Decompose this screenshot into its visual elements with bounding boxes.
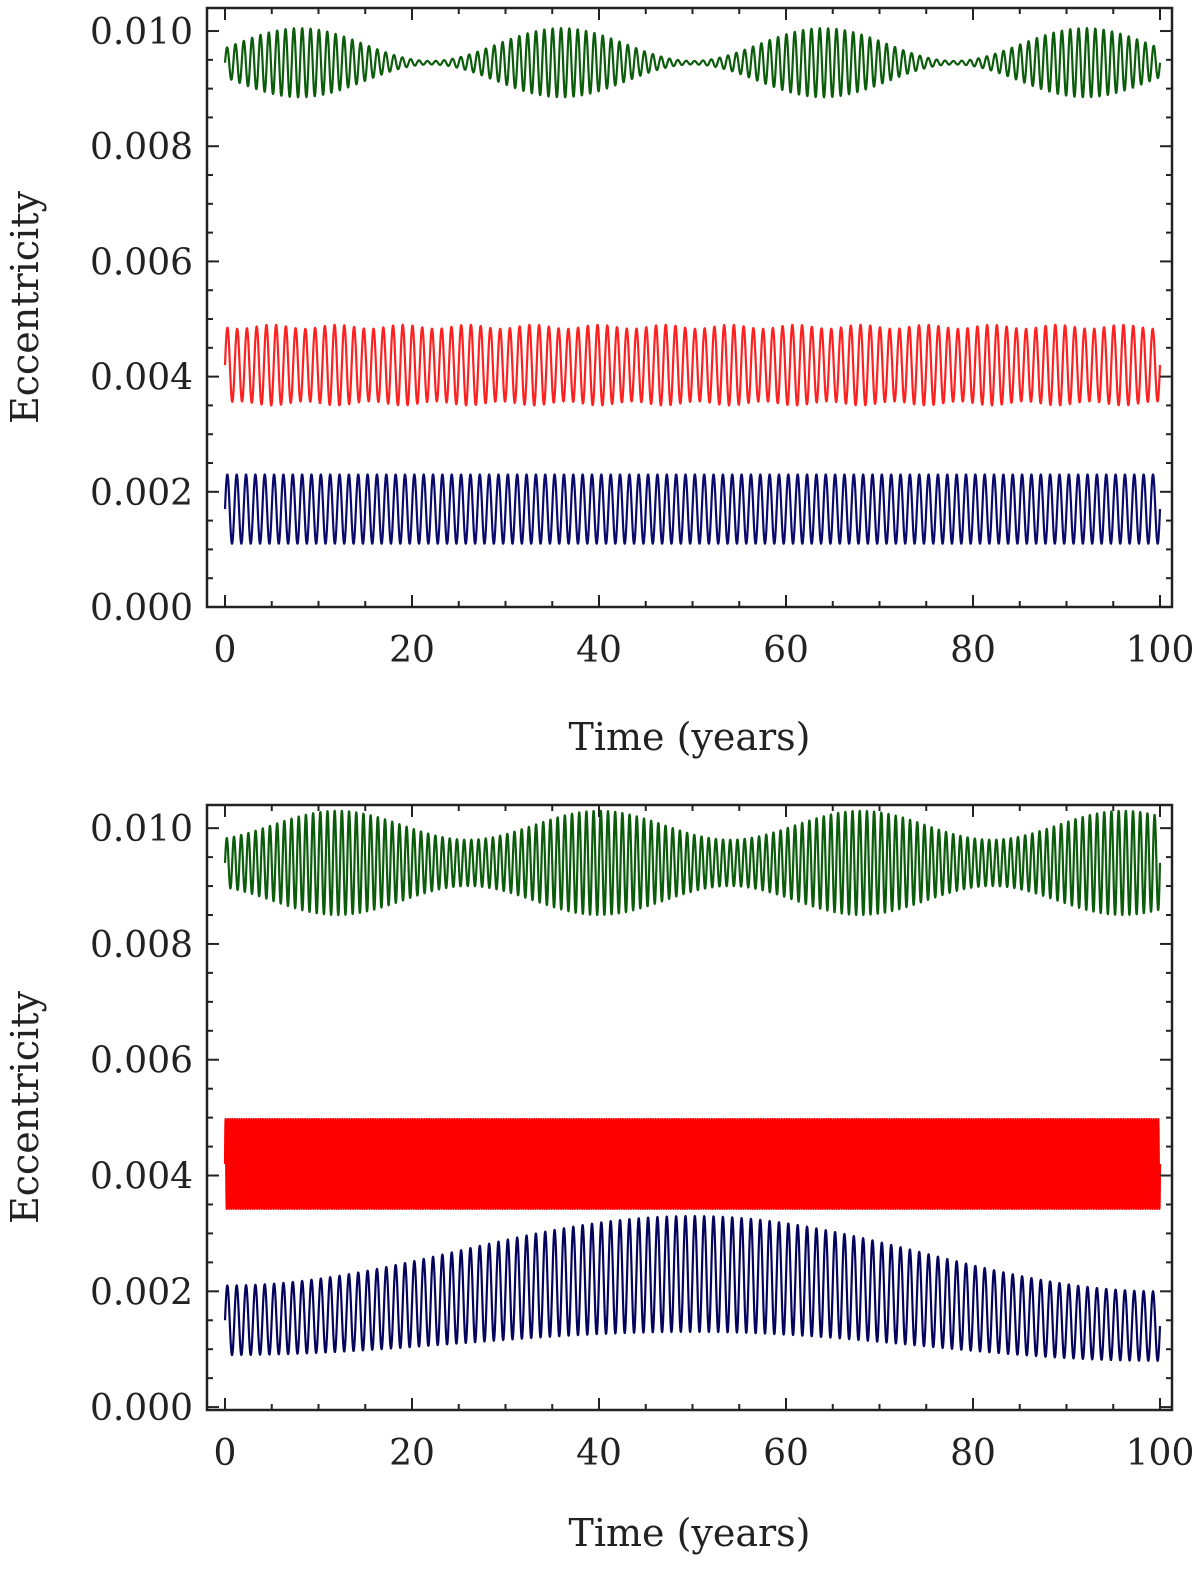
- x-tick-label: 40: [576, 1433, 622, 1474]
- x-tick-label: 0: [214, 630, 237, 671]
- y-tick-label: 0.010: [90, 12, 193, 53]
- blue-series-line: [223, 1214, 1162, 1362]
- y-tick-label: 0.004: [90, 1157, 193, 1198]
- y-axis-label: Eccentricity: [3, 190, 47, 424]
- red-series-line: [223, 1117, 1162, 1210]
- y-tick-label: 0.000: [90, 588, 193, 629]
- x-tick-label: 0: [214, 1433, 237, 1474]
- y-tick-label: 0.002: [90, 473, 193, 514]
- y-tick-label: 0.008: [90, 127, 193, 168]
- x-tick-label: 40: [576, 630, 622, 671]
- x-tick-label: 60: [763, 630, 809, 671]
- x-tick-label: 20: [389, 1433, 435, 1474]
- green-series-line: [223, 27, 1162, 99]
- y-tick-label: 0.004: [90, 358, 193, 399]
- x-tick-label: 100: [1126, 1433, 1195, 1474]
- y-tick-label: 0.006: [90, 242, 193, 283]
- x-tick-label: 20: [389, 630, 435, 671]
- green-series-line: [223, 809, 1162, 917]
- bottom-panel: 0 20 40 60 80 100 0.000 0.002 0.004 0.006 0.008 0.0…: [3, 803, 1195, 1555]
- top-panel: 0 20 40 60 80 100 0.000 0.002 0.004 0.006 0.008 0.0…: [3, 6, 1195, 759]
- red-series-line: [223, 323, 1162, 407]
- x-tick-label: 80: [950, 630, 996, 671]
- plot-frame: [205, 6, 1174, 609]
- x-tick-label: 60: [763, 1433, 809, 1474]
- y-tick-label: 0.008: [90, 925, 193, 966]
- y-tick-label: 0.000: [90, 1388, 193, 1429]
- y-axis-label: Eccentricity: [3, 990, 47, 1224]
- x-axis-label: Time (years): [568, 715, 810, 759]
- x-tick-label: 100: [1126, 630, 1195, 671]
- y-tick-label: 0.010: [90, 809, 193, 850]
- x-tick-label: 80: [950, 1433, 996, 1474]
- y-tick-label: 0.006: [90, 1041, 193, 1082]
- blue-series-line: [223, 473, 1162, 545]
- y-tick-label: 0.002: [90, 1272, 193, 1313]
- plot-frame: [205, 803, 1174, 1412]
- x-axis-label: Time (years): [568, 1511, 810, 1555]
